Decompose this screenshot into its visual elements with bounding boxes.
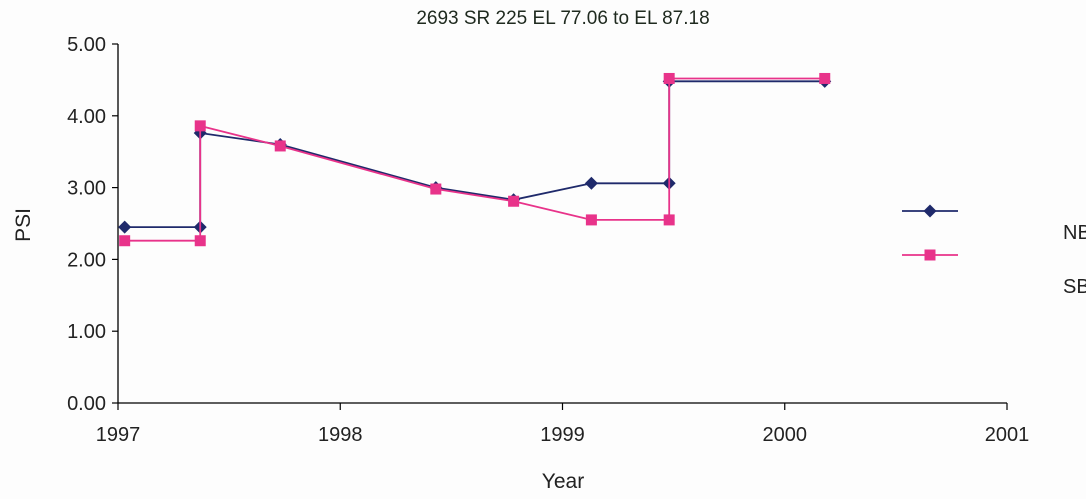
x-tick-label: 1997 <box>96 424 141 446</box>
data-point-sb <box>194 235 206 247</box>
data-point-sb <box>194 120 206 132</box>
x-tick-label: 2001 <box>985 424 1030 446</box>
legend-label-sb: SB <box>1063 276 1086 298</box>
y-tick-label: 1.00 <box>67 321 106 343</box>
y-tick-label: 4.00 <box>67 106 106 128</box>
y-tick-label: 5.00 <box>67 34 106 56</box>
data-point-sb <box>663 72 675 84</box>
tick-labels: 0.00 1.00 2.00 3.00 4.00 5.00 1997 1998 1999 2000… <box>67 34 1029 446</box>
data-point-sb <box>663 214 675 226</box>
series-line-nb <box>124 80 825 229</box>
data-point-sb <box>430 183 442 195</box>
x-tick-label: 1999 <box>540 424 585 446</box>
data-point-sb <box>274 140 286 152</box>
data-point-nb <box>118 220 132 234</box>
axes <box>112 43 1008 410</box>
data-point-sb <box>819 72 831 84</box>
x-tick-label: 1998 <box>318 424 363 446</box>
y-tick-label: 3.00 <box>67 178 106 200</box>
data-point-nb <box>584 176 598 190</box>
series-sb <box>119 72 831 247</box>
y-tick-label: 0.00 <box>67 393 106 415</box>
legend-marker-nb <box>923 204 937 218</box>
legend-item-nb: NB <box>902 204 1086 244</box>
y-axis-title: PSI <box>12 208 35 242</box>
legend-item-sb: SB <box>902 249 1086 298</box>
series-nb <box>118 74 832 234</box>
y-tick-label: 2.00 <box>67 249 106 271</box>
x-axis-title: Year <box>542 470 584 493</box>
legend-label-nb: NB <box>1063 222 1086 244</box>
x-tick-label: 2000 <box>763 424 808 446</box>
series-layer <box>118 72 832 247</box>
data-point-sb <box>508 195 520 207</box>
chart-title: 2693 SR 225 EL 77.06 to EL 87.18 <box>416 8 709 29</box>
legend: NB SB <box>902 204 1086 298</box>
legend-marker-sb <box>924 249 936 261</box>
series-line-sb <box>124 77 825 242</box>
data-point-sb <box>119 235 131 247</box>
data-point-sb <box>585 214 597 226</box>
